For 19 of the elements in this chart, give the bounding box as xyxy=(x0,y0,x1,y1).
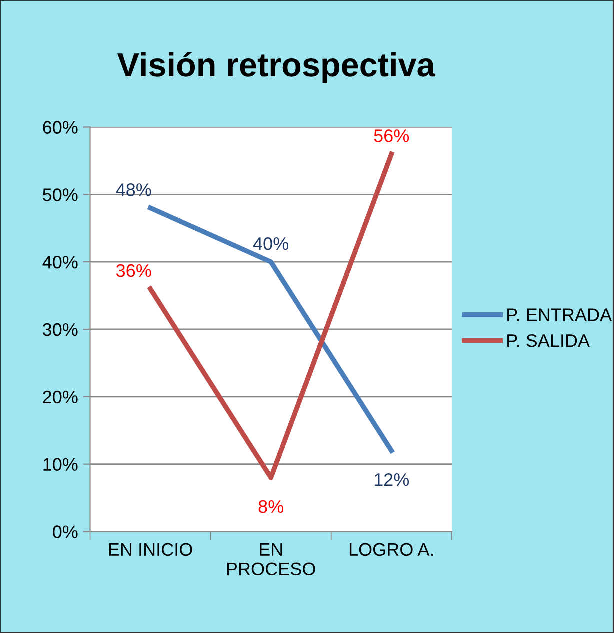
x-tick-label: LOGRO A. xyxy=(350,543,434,556)
y-tick-label: 20% xyxy=(43,390,78,404)
data-label: 56% xyxy=(374,130,410,142)
data-label: 40% xyxy=(253,237,289,250)
y-tick-label: 30% xyxy=(43,323,78,336)
y-tick-label: 60% xyxy=(43,121,78,134)
x-tick-label: EN PROCESO xyxy=(227,543,316,576)
y-tick-label: 50% xyxy=(43,188,78,202)
data-label: 48% xyxy=(116,184,152,196)
data-label: 8% xyxy=(258,500,284,514)
y-tick-label: 40% xyxy=(42,256,78,269)
data-label: 36% xyxy=(116,264,152,278)
legend-label: P. SALIDA xyxy=(508,334,590,348)
chart-title: Visión retrospectiva xyxy=(118,52,436,84)
data-label: 12% xyxy=(374,473,410,486)
y-tick-label: 0% xyxy=(53,526,78,538)
legend-label: P. ENTRADA xyxy=(508,308,612,322)
y-tick-label: 10% xyxy=(44,458,78,472)
x-tick-label: EN INICIO xyxy=(109,543,192,556)
